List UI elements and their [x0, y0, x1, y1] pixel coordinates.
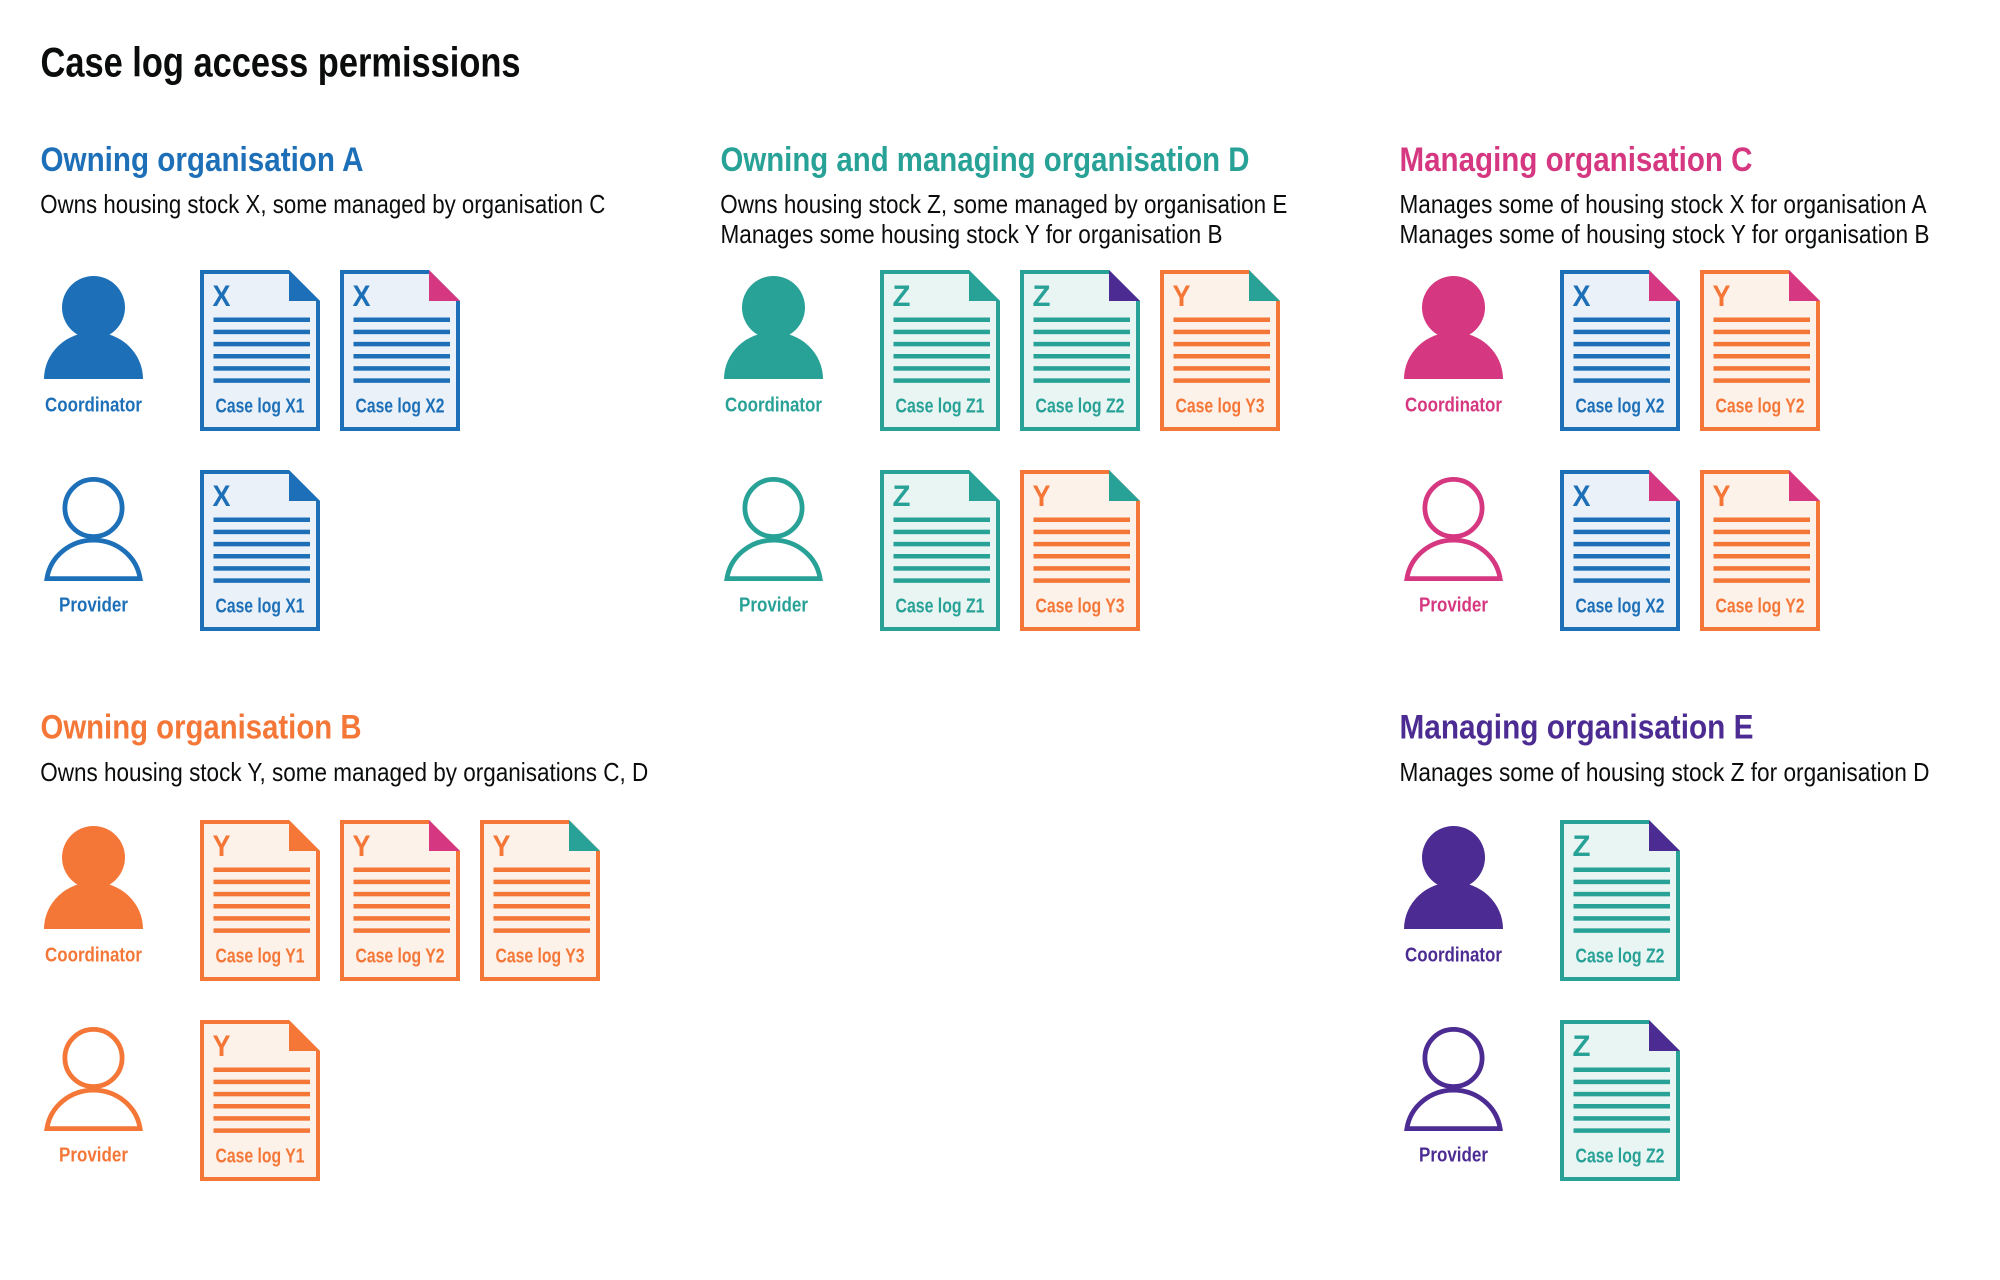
svg-text:Case log Z1: Case log Z1 — [896, 396, 985, 418]
svg-text:Case log X2: Case log X2 — [1576, 596, 1665, 618]
svg-text:Coordinator: Coordinator — [1405, 395, 1502, 417]
svg-text:Provider: Provider — [59, 1145, 128, 1167]
svg-text:Coordinator: Coordinator — [1405, 945, 1502, 967]
svg-text:Coordinator: Coordinator — [45, 395, 142, 417]
svg-text:Y: Y — [213, 1030, 231, 1063]
svg-text:Z: Z — [893, 480, 911, 513]
svg-text:Y: Y — [1713, 280, 1731, 313]
svg-text:Case log Y2: Case log Y2 — [1716, 396, 1805, 418]
svg-text:X: X — [1573, 280, 1591, 313]
svg-text:Provider: Provider — [59, 595, 128, 617]
svg-text:Managing organisation C: Managing organisation C — [1400, 141, 1753, 179]
svg-text:Provider: Provider — [1419, 595, 1488, 617]
svg-text:Case log Y1: Case log Y1 — [216, 1146, 305, 1168]
svg-text:Y: Y — [353, 830, 371, 863]
svg-text:Case log X1: Case log X1 — [216, 396, 305, 418]
svg-text:Provider: Provider — [1419, 1145, 1488, 1167]
svg-text:Case log Z2: Case log Z2 — [1576, 1146, 1665, 1168]
svg-text:Case log Y2: Case log Y2 — [356, 946, 445, 968]
svg-text:Case log Y1: Case log Y1 — [216, 946, 305, 968]
svg-text:Y: Y — [213, 830, 231, 863]
svg-text:X: X — [213, 480, 231, 513]
svg-text:Case log X2: Case log X2 — [1576, 396, 1665, 418]
svg-text:Coordinator: Coordinator — [725, 395, 822, 417]
svg-text:Owns housing stock Z, some man: Owns housing stock Z, some managed by or… — [720, 189, 1287, 219]
svg-text:Manages some of housing stock: Manages some of housing stock Z for orga… — [1400, 757, 1930, 787]
svg-text:Case log Y3: Case log Y3 — [496, 946, 585, 968]
svg-text:Owning organisation A: Owning organisation A — [41, 141, 364, 179]
svg-text:Case log Z2: Case log Z2 — [1576, 946, 1665, 968]
svg-text:Case log Z2: Case log Z2 — [1036, 396, 1125, 418]
svg-text:X: X — [213, 280, 231, 313]
svg-text:X: X — [353, 280, 371, 313]
svg-text:Z: Z — [1573, 1030, 1591, 1063]
svg-text:Owns housing stock X, some man: Owns housing stock X, some managed by or… — [40, 189, 605, 219]
svg-text:Z: Z — [893, 280, 911, 313]
svg-text:Case log Z1: Case log Z1 — [896, 596, 985, 618]
svg-text:Manages some housing stock Y f: Manages some housing stock Y for organis… — [721, 219, 1223, 249]
svg-text:Manages some of housing stock: Manages some of housing stock X for orga… — [1400, 189, 1928, 219]
svg-text:Owning and managing organisati: Owning and managing organisation D — [721, 141, 1250, 179]
svg-text:Owning organisation B: Owning organisation B — [41, 709, 362, 747]
svg-text:Y: Y — [1713, 480, 1731, 513]
svg-text:Coordinator: Coordinator — [45, 945, 142, 967]
svg-text:Manages some of housing stock: Manages some of housing stock Y for orga… — [1400, 219, 1930, 249]
svg-text:Case log access permissions: Case log access permissions — [41, 38, 521, 85]
svg-text:Case log X1: Case log X1 — [216, 596, 305, 618]
svg-text:Z: Z — [1573, 830, 1591, 863]
svg-text:Z: Z — [1033, 280, 1051, 313]
svg-text:Y: Y — [1173, 280, 1191, 313]
svg-text:Case log Y3: Case log Y3 — [1176, 396, 1265, 418]
svg-text:X: X — [1573, 480, 1591, 513]
svg-text:Case log Y3: Case log Y3 — [1036, 596, 1125, 618]
svg-text:Owns housing stock Y, some man: Owns housing stock Y, some managed by or… — [40, 757, 648, 787]
svg-text:Y: Y — [493, 830, 511, 863]
svg-text:Managing organisation E: Managing organisation E — [1400, 709, 1754, 747]
svg-text:Case log Y2: Case log Y2 — [1716, 596, 1805, 618]
svg-text:Provider: Provider — [739, 595, 808, 617]
svg-text:Case log X2: Case log X2 — [356, 396, 445, 418]
svg-text:Y: Y — [1033, 480, 1051, 513]
